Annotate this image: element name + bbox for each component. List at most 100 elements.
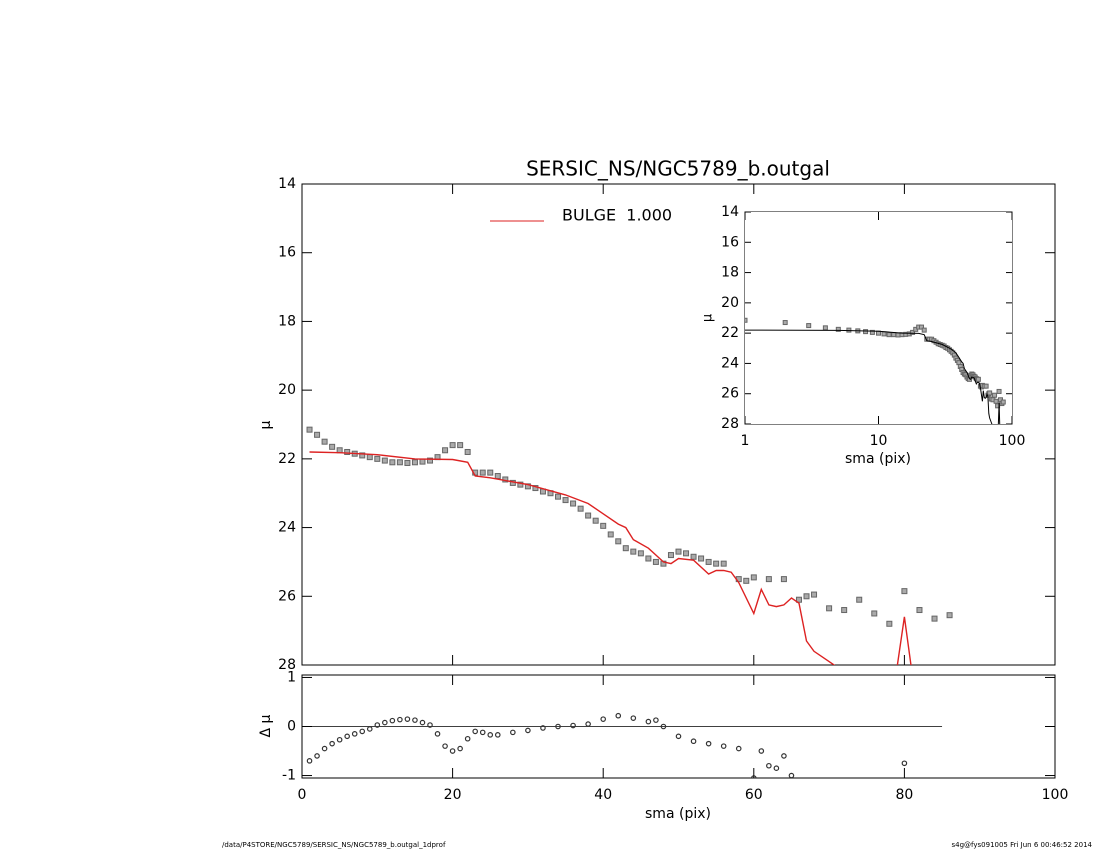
data-point — [683, 550, 690, 557]
residual-point — [487, 732, 494, 738]
data-point — [690, 553, 697, 560]
data-point — [419, 458, 426, 465]
x-tick-label: 20 — [444, 787, 462, 803]
plot-area — [306, 426, 953, 665]
y-axis-label: Δ μ — [258, 714, 274, 737]
data-point — [795, 596, 802, 603]
residual-point — [397, 716, 403, 723]
data-point — [344, 448, 351, 455]
data-point — [411, 459, 418, 466]
residual-point — [781, 753, 787, 759]
data-point — [863, 329, 869, 335]
residual-point — [758, 748, 765, 754]
plot-frame — [301, 183, 1056, 666]
data-point — [524, 483, 531, 490]
residual-point — [457, 745, 463, 752]
data-point — [374, 455, 381, 462]
footer-left: /data/P4STORE/NGC5789/SERSIC_NS/NGC5789_… — [222, 841, 446, 849]
y-axis-label: μ — [701, 314, 716, 322]
data-point — [886, 332, 892, 338]
data-point — [750, 574, 757, 581]
data-point — [366, 454, 373, 461]
data-point — [720, 560, 727, 567]
y-axis-label: μ — [258, 420, 274, 429]
residual-point — [404, 716, 411, 722]
x-tick-label: 10 — [870, 433, 888, 449]
footer-right: s4g@fys091005 Fri Jun 6 00:46:52 2014 — [951, 841, 1092, 849]
y-tick-label: 26 — [278, 588, 296, 604]
residual-point — [336, 736, 343, 743]
y-tick-label: 0 — [287, 719, 296, 735]
y-tick-label: 16 — [721, 234, 739, 250]
data-point — [841, 607, 848, 614]
data-point — [910, 329, 916, 335]
legend-label: BULGE 1.000 — [562, 206, 672, 225]
residual-point — [773, 765, 780, 771]
residual-point — [615, 712, 622, 719]
data-point — [622, 545, 629, 552]
residual-point — [389, 717, 396, 724]
residual-point — [464, 735, 471, 742]
residual-point — [675, 733, 682, 740]
data-point — [782, 320, 788, 326]
y-tick-label: 1 — [287, 669, 296, 685]
data-point — [745, 317, 748, 323]
data-point — [404, 459, 411, 466]
x-tick-label: 1 — [741, 433, 750, 449]
residual-point — [351, 731, 358, 737]
y-tick-label: 14 — [278, 176, 296, 192]
data-point — [396, 459, 403, 466]
data-point — [901, 588, 908, 595]
y-tick-label: 26 — [721, 386, 739, 402]
data-point — [637, 550, 644, 557]
residual-point — [690, 738, 697, 745]
data-point — [306, 426, 313, 433]
data-point — [743, 577, 750, 584]
inset-model-line — [745, 329, 1001, 424]
residual-point — [442, 743, 448, 749]
residual-point — [494, 732, 501, 738]
data-point — [765, 576, 772, 583]
data-point — [457, 442, 464, 449]
data-point — [698, 555, 705, 562]
residual-point — [306, 758, 313, 764]
data-point — [570, 500, 577, 507]
residual-point — [766, 762, 772, 769]
data-point — [780, 576, 787, 583]
data-point — [555, 493, 562, 500]
residual-point — [510, 729, 516, 736]
data-point — [806, 323, 812, 329]
data-point — [381, 457, 388, 464]
residual-point — [329, 740, 335, 747]
data-point — [479, 469, 486, 476]
residual-point — [472, 728, 478, 735]
x-tick-label: 100 — [1042, 787, 1069, 803]
y-tick-label: 28 — [278, 657, 296, 673]
data-point — [869, 329, 875, 335]
data-point — [667, 552, 674, 559]
residual-point — [901, 760, 908, 767]
residual-point — [585, 721, 591, 727]
data-point — [946, 612, 953, 619]
data-point — [992, 392, 998, 398]
residual-point — [555, 723, 561, 730]
data-point — [822, 325, 828, 331]
y-tick-label: 14 — [721, 204, 739, 220]
data-point — [607, 531, 614, 538]
y-tick-label: 22 — [278, 451, 296, 467]
data-point — [919, 324, 925, 330]
data-point — [975, 376, 981, 382]
residual-point — [449, 748, 456, 754]
residual-point — [419, 719, 426, 726]
residual-point — [630, 715, 637, 721]
data-point — [983, 383, 989, 389]
plot-area — [745, 212, 1012, 424]
data-point — [881, 331, 887, 337]
y-tick-label: 18 — [721, 265, 739, 281]
data-point — [931, 615, 938, 622]
residual-point — [525, 727, 531, 734]
residual-point — [660, 723, 667, 730]
data-point — [713, 560, 720, 567]
data-point — [314, 431, 321, 438]
